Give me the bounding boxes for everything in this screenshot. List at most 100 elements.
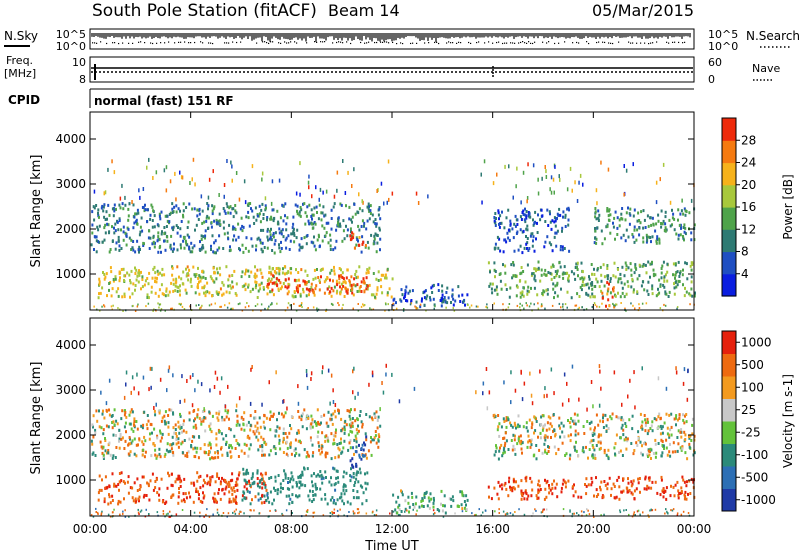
echo-cell xyxy=(208,411,210,414)
echo-cell xyxy=(168,220,170,223)
echo-cell xyxy=(231,472,233,475)
echo-cell xyxy=(681,490,683,493)
echo-cell xyxy=(340,452,342,455)
echo-cell xyxy=(244,443,246,446)
echo-cell xyxy=(652,429,654,432)
echo-cell xyxy=(648,454,650,457)
echo-cell xyxy=(311,371,313,375)
echo-cell xyxy=(330,239,332,242)
echo-cell xyxy=(533,415,535,418)
echo-cell xyxy=(544,241,546,244)
echo-cell xyxy=(301,237,303,240)
echo-cell xyxy=(662,488,664,491)
echo-cell xyxy=(627,437,629,440)
echo-cell xyxy=(174,172,176,176)
echo-cell xyxy=(136,275,138,278)
echo-cell xyxy=(299,249,301,252)
echo-cell xyxy=(260,272,262,275)
echo-cell xyxy=(231,165,233,169)
echo-cell xyxy=(279,281,281,284)
echo-cell xyxy=(271,289,273,292)
echo-cell xyxy=(512,445,514,448)
echo-cell xyxy=(378,214,380,217)
echo-cell xyxy=(333,269,335,272)
echo-cell xyxy=(420,304,422,306)
echo-cell xyxy=(338,455,340,458)
echo-cell xyxy=(591,283,593,286)
echo-cell xyxy=(462,494,464,497)
echo-cell xyxy=(623,193,625,197)
echo-cell xyxy=(313,214,315,217)
nsearch-dot xyxy=(114,42,115,43)
echo-cell xyxy=(524,382,526,386)
echo-cell xyxy=(686,420,688,423)
echo-cell xyxy=(171,447,173,450)
echo-cell xyxy=(230,212,232,215)
echo-cell xyxy=(169,443,171,446)
echo-cell xyxy=(189,181,191,185)
echo-cell xyxy=(325,434,327,437)
echo-cell xyxy=(112,472,114,475)
echo-cell xyxy=(537,489,539,492)
echo-cell xyxy=(100,391,102,395)
echo-cell xyxy=(627,395,629,399)
echo-cell xyxy=(353,277,355,280)
echo-cell xyxy=(333,501,335,504)
echo-cell xyxy=(596,414,598,417)
echo-cell xyxy=(348,279,350,282)
echo-cell xyxy=(233,435,235,438)
echo-cell xyxy=(261,203,263,206)
echo-cell xyxy=(520,292,522,295)
echo-cell xyxy=(359,468,361,471)
echo-cell xyxy=(668,295,670,298)
echo-cell xyxy=(562,442,564,445)
echo-cell xyxy=(263,414,265,417)
echo-cell xyxy=(300,268,302,271)
echo-cell xyxy=(342,285,344,288)
echo-cell xyxy=(94,206,96,209)
echo-cell xyxy=(597,424,599,427)
echo-cell xyxy=(585,283,587,286)
echo-cell xyxy=(184,439,186,442)
echo-cell xyxy=(331,457,333,460)
echo-cell xyxy=(642,303,644,305)
echo-cell xyxy=(243,411,245,414)
echo-cell xyxy=(126,244,128,247)
echo-cell xyxy=(624,274,626,277)
echo-cell xyxy=(441,490,443,493)
echo-cell xyxy=(280,230,282,233)
echo-cell xyxy=(506,426,508,429)
echo-cell xyxy=(308,293,310,296)
echo-cell xyxy=(655,452,657,455)
echo-cell xyxy=(285,474,287,477)
echo-cell xyxy=(514,438,516,441)
echo-cell xyxy=(356,440,358,443)
echo-cell xyxy=(221,419,223,422)
echo-cell xyxy=(533,432,535,435)
echo-cell xyxy=(525,243,527,246)
echo-cell xyxy=(302,280,304,283)
echo-cell xyxy=(582,449,584,452)
echo-cell xyxy=(375,434,377,437)
echo-cell xyxy=(272,267,274,270)
nsearch-dot xyxy=(610,43,611,44)
echo-cell xyxy=(271,502,273,505)
echo-cell xyxy=(594,285,596,288)
echo-cell xyxy=(571,296,573,299)
echo-cell xyxy=(326,422,328,425)
echo-cell xyxy=(572,485,574,488)
echo-cell xyxy=(278,227,280,230)
echo-cell xyxy=(214,451,216,454)
echo-cell xyxy=(273,217,275,220)
echo-cell xyxy=(102,241,104,244)
echo-cell xyxy=(288,277,290,280)
echo-cell xyxy=(241,275,243,278)
echo-cell xyxy=(527,264,529,267)
echo-cell xyxy=(494,275,496,278)
echo-cell xyxy=(426,295,428,298)
echo-cell xyxy=(298,476,300,479)
echo-cell xyxy=(305,211,307,214)
echo-cell xyxy=(200,307,202,309)
echo-cell xyxy=(508,480,510,483)
echo-cell xyxy=(217,377,219,381)
